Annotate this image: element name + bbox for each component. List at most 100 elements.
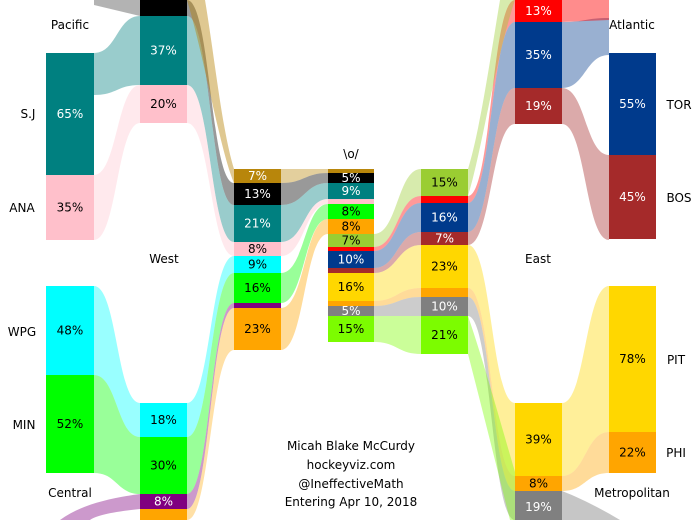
flow-east-champ-7 xyxy=(374,316,421,354)
champion-bar-13 xyxy=(328,316,374,342)
west-r2-bottom-bar-2 xyxy=(140,494,187,509)
flow-yellow-cf xyxy=(468,245,515,476)
west-final-bar-1 xyxy=(234,183,281,205)
flow-east-champ-0 xyxy=(374,169,421,247)
flow-bands xyxy=(60,0,620,520)
champion-value-12: 5% xyxy=(341,304,360,318)
team-label-min: MIN xyxy=(13,418,36,432)
central-value-1: 52% xyxy=(57,417,84,431)
team-label-phi: PHI xyxy=(666,446,686,460)
west-final-bar-0 xyxy=(234,169,281,183)
champion-bar-5 xyxy=(328,219,374,234)
metro-value-0: 78% xyxy=(619,352,646,366)
east-r2-bottom-value-0: 39% xyxy=(525,433,552,447)
flow-orange-cf xyxy=(187,308,234,520)
flow-east-champ-3 xyxy=(374,232,421,273)
flow-purple-r2 xyxy=(60,494,140,520)
west-r2-bottom-value-1: 30% xyxy=(150,459,177,473)
west-r2-top-value-1: 37% xyxy=(150,44,177,58)
metro-bar-0 xyxy=(609,286,656,432)
flow-black-r2 xyxy=(94,0,140,16)
champion-value-2: 9% xyxy=(341,184,360,198)
flow-tor-r2 xyxy=(562,18,609,88)
east-final-value-0: 15% xyxy=(431,176,458,190)
flow-lime-cf xyxy=(468,316,530,520)
flow-phi-r2 xyxy=(562,432,609,491)
west-final-value-1: 13% xyxy=(244,187,271,201)
west-final-bar-6 xyxy=(234,303,281,308)
central-value-0: 48% xyxy=(57,324,84,338)
west-r2-top-value-2: 20% xyxy=(150,97,177,111)
west-final-value-4: 9% xyxy=(248,258,267,272)
flow-ana-r2 xyxy=(94,85,140,240)
champion-bar-0 xyxy=(328,169,374,173)
credit-handle: @IneffectiveMath xyxy=(298,477,403,491)
team-label-wpg: WPG xyxy=(8,325,36,339)
flow-east-champ-5 xyxy=(374,288,421,306)
atlantic-value-1: 45% xyxy=(619,190,646,204)
east-r2-bottom-value-1: 8% xyxy=(529,477,548,491)
flow-red-cf xyxy=(468,0,515,203)
flow-yellowgreen-cf xyxy=(468,0,515,196)
chart-labels: Pacific Central Atlantic Metropolitan S.… xyxy=(8,18,692,509)
flow-west-champ-0 xyxy=(281,169,328,183)
team-label-pit: PIT xyxy=(667,353,686,367)
east-final-value-3: 7% xyxy=(435,232,454,246)
central-bar-0 xyxy=(46,286,94,375)
flow-west-champ-2 xyxy=(281,183,328,242)
east-r2-bottom-value-2: 19% xyxy=(525,500,552,514)
division-label-metropolitan: Metropolitan xyxy=(594,486,670,500)
conference-label-east: East xyxy=(525,252,551,266)
flow-cyan-cf xyxy=(187,256,234,437)
east-final-bar-2 xyxy=(421,203,468,232)
west-r2-top-bar-2 xyxy=(140,85,187,123)
champion-bar-4 xyxy=(328,204,374,219)
central-bar-1 xyxy=(46,375,94,473)
flow-purple-cf xyxy=(187,303,234,509)
flow-wpg-r2 xyxy=(94,286,140,437)
flow-gold-cf xyxy=(187,0,234,183)
east-final-bar-6 xyxy=(421,297,468,316)
east-r2-bottom-bar-2 xyxy=(515,491,562,520)
east-final-bar-3 xyxy=(421,232,468,245)
east-final-bar-4 xyxy=(421,245,468,288)
flow-min-r2 xyxy=(94,375,140,494)
east-final-bar-1 xyxy=(421,196,468,203)
west-final-bar-5 xyxy=(234,273,281,303)
center-label: \o/ xyxy=(343,147,359,161)
champion-bar-1 xyxy=(328,173,374,183)
champion-bar-12 xyxy=(328,306,374,316)
team-label-bos: BOS xyxy=(666,191,691,205)
atlantic-value-0: 55% xyxy=(619,97,646,111)
west-final-value-3: 8% xyxy=(248,242,267,256)
champion-bar-9 xyxy=(328,268,374,273)
west-final-bar-4 xyxy=(234,256,281,273)
champion-bar-2 xyxy=(328,183,374,199)
probability-bars: 65% 35% 48% 52% 55% 45% 78% 22% 37% 20% 18% 30% 8% 13… xyxy=(46,0,656,520)
champion-bar-10 xyxy=(328,273,374,301)
division-label-atlantic: Atlantic xyxy=(609,18,655,32)
east-final-bar-0 xyxy=(421,169,468,196)
atlantic-bar-1 xyxy=(609,155,656,239)
west-r2-bottom-value-2: 8% xyxy=(154,495,173,509)
flow-navy-cf xyxy=(468,22,515,232)
east-final-value-2: 16% xyxy=(431,211,458,225)
flow-black-cf xyxy=(187,0,234,205)
flow-west-champ-5 xyxy=(281,204,328,303)
west-final-value-7: 23% xyxy=(244,322,271,336)
west-final-bar-3 xyxy=(234,242,281,256)
pacific-bar-0 xyxy=(46,53,94,175)
west-r2-top-bar-0 xyxy=(140,0,187,16)
east-r2-top-value-0: 13% xyxy=(525,4,552,18)
east-r2-top-bar-0 xyxy=(515,0,562,22)
flow-east-champ-1 xyxy=(374,196,421,251)
credit-author: Micah Blake McCurdy xyxy=(287,439,415,453)
west-final-value-2: 21% xyxy=(244,217,271,231)
flow-grey-r2 xyxy=(562,491,620,520)
champion-value-1: 5% xyxy=(341,171,360,185)
east-r2-bottom-bar-1 xyxy=(515,476,562,491)
champion-bar-6 xyxy=(328,234,374,247)
east-final-value-4: 23% xyxy=(431,260,458,274)
champion-value-4: 8% xyxy=(341,205,360,219)
champion-value-6: 7% xyxy=(341,234,360,248)
